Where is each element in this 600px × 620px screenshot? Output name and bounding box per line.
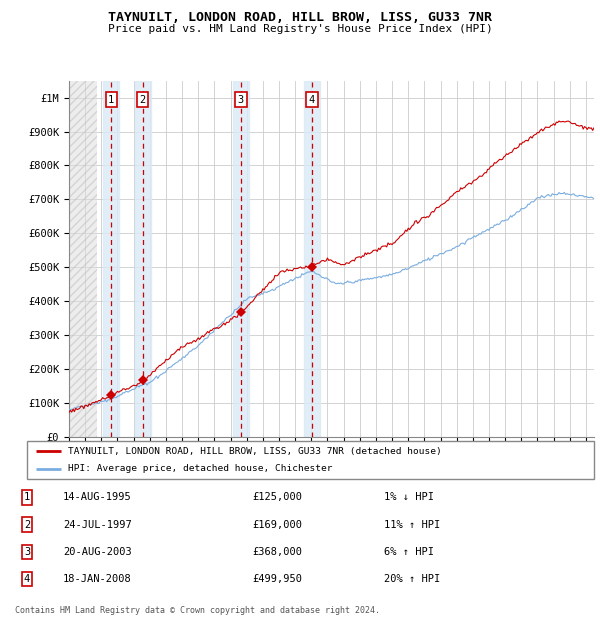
Text: 20-AUG-2003: 20-AUG-2003 [63,547,132,557]
Text: 11% ↑ HPI: 11% ↑ HPI [384,520,440,529]
Text: 3: 3 [238,95,244,105]
Text: 2: 2 [24,520,30,529]
Bar [304,81,320,437]
Text: 4: 4 [24,574,30,584]
Text: 1: 1 [24,492,30,502]
Text: TAYNUILT, LONDON ROAD, HILL BROW, LISS, GU33 7NR (detached house): TAYNUILT, LONDON ROAD, HILL BROW, LISS, … [68,447,442,456]
Text: HPI: Average price, detached house, Chichester: HPI: Average price, detached house, Chic… [68,464,332,473]
Text: Contains HM Land Registry data © Crown copyright and database right 2024.: Contains HM Land Registry data © Crown c… [15,606,380,616]
Text: 1: 1 [108,95,115,105]
FancyBboxPatch shape [27,441,594,479]
Text: 18-JAN-2008: 18-JAN-2008 [63,574,132,584]
Text: 3: 3 [24,547,30,557]
Text: £499,950: £499,950 [252,574,302,584]
Text: 14-AUG-1995: 14-AUG-1995 [63,492,132,502]
Bar [103,81,119,437]
Text: Price paid vs. HM Land Registry's House Price Index (HPI): Price paid vs. HM Land Registry's House … [107,24,493,33]
Text: 4: 4 [309,95,315,105]
Text: 2: 2 [140,95,146,105]
Bar [134,81,151,437]
Bar [69,81,97,437]
Text: 1% ↓ HPI: 1% ↓ HPI [384,492,434,502]
Text: £125,000: £125,000 [252,492,302,502]
Bar [233,81,249,437]
Text: TAYNUILT, LONDON ROAD, HILL BROW, LISS, GU33 7NR: TAYNUILT, LONDON ROAD, HILL BROW, LISS, … [108,11,492,24]
Text: 6% ↑ HPI: 6% ↑ HPI [384,547,434,557]
Text: 20% ↑ HPI: 20% ↑ HPI [384,574,440,584]
Text: £368,000: £368,000 [252,547,302,557]
Text: £169,000: £169,000 [252,520,302,529]
Text: 24-JUL-1997: 24-JUL-1997 [63,520,132,529]
